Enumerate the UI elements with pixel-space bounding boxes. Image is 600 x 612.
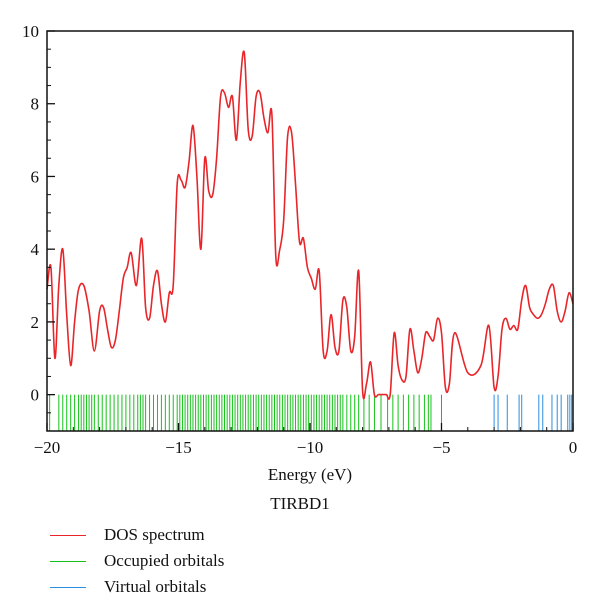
legend: TIRBD1 DOS spectrum Occupied orbitals Vi… bbox=[40, 494, 560, 600]
dos-spectrum-line bbox=[46, 50, 574, 400]
y-tick-label: 0 bbox=[31, 386, 40, 405]
legend-swatch-dos bbox=[50, 534, 86, 536]
y-tick-label: 4 bbox=[31, 240, 40, 259]
y-tick-label: 10 bbox=[22, 22, 39, 41]
y-tick-label: 2 bbox=[31, 313, 40, 332]
x-tick-label: −20 bbox=[34, 438, 61, 457]
legend-label-occupied: Occupied orbitals bbox=[104, 551, 225, 570]
y-tick-label: 8 bbox=[31, 95, 40, 114]
legend-item-dos: DOS spectrum bbox=[40, 522, 560, 548]
x-tick-label: −10 bbox=[297, 438, 324, 457]
x-tick-label: −15 bbox=[165, 438, 192, 457]
axis-ticks: −20 −15 −10 −5 0 0 2 4 6 8 10 bbox=[22, 22, 577, 457]
dos-chart: −20 −15 −10 −5 0 0 2 4 6 8 10 Energy (eV) bbox=[22, 22, 577, 484]
y-tick-label: 6 bbox=[31, 167, 40, 186]
legend-title: TIRBD1 bbox=[270, 494, 330, 513]
legend-item-occupied: Occupied orbitals bbox=[40, 548, 560, 574]
legend-swatch-virtual bbox=[50, 586, 86, 588]
orbital-marks bbox=[49, 394, 573, 431]
x-tick-label: 0 bbox=[569, 438, 578, 457]
plot-frame bbox=[46, 30, 574, 432]
x-axis-label: Energy (eV) bbox=[268, 465, 352, 484]
legend-item-virtual: Virtual orbitals bbox=[40, 574, 560, 600]
legend-swatch-occupied bbox=[50, 560, 86, 562]
x-tick-label: −5 bbox=[432, 438, 450, 457]
legend-label-dos: DOS spectrum bbox=[104, 525, 205, 544]
legend-label-virtual: Virtual orbitals bbox=[104, 577, 207, 596]
